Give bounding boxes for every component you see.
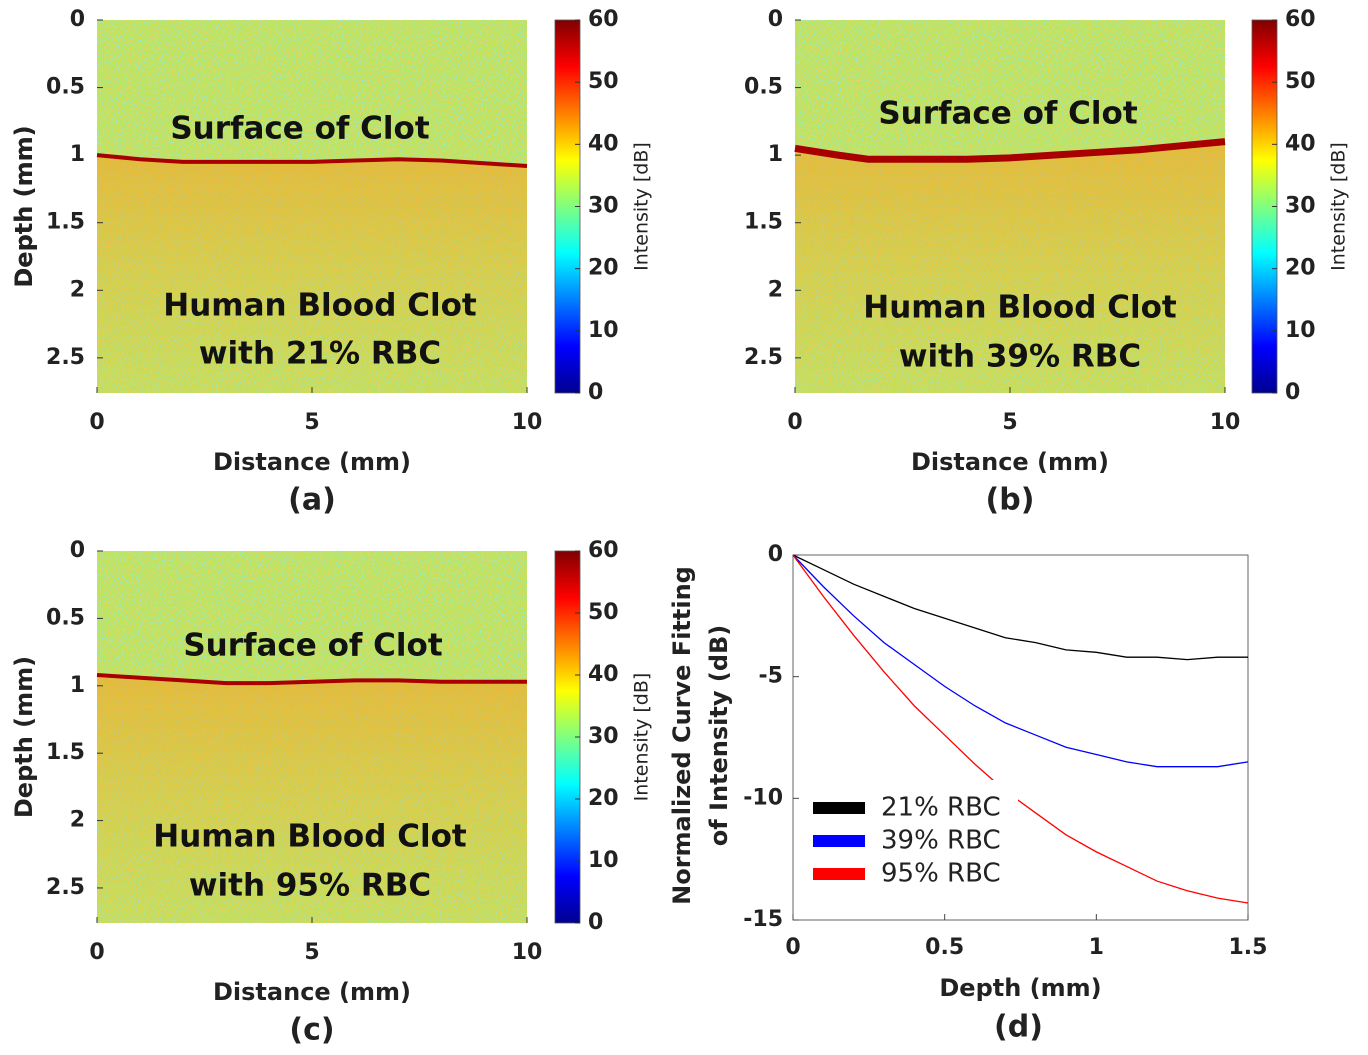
x-tick-label: 1.5 [1229, 935, 1268, 960]
x-tick-label: 0 [89, 410, 104, 435]
y-tick-label: 2.5 [46, 875, 85, 900]
x-tick-label: 5 [1002, 410, 1017, 435]
colorbar-tick-label: 60 [588, 7, 619, 32]
y-axis-label: Depth (mm) [10, 656, 38, 818]
clot-region [97, 155, 527, 393]
annotation: Human Blood Clot [153, 819, 467, 855]
colorbar-label: Intensity [dB] [631, 673, 653, 802]
plot-area [792, 554, 1249, 921]
colorbar-tick-label: 50 [1285, 69, 1316, 94]
y-tick-label: -15 [743, 907, 783, 932]
colorbar-tick-label: 0 [588, 380, 603, 405]
x-tick-label: 10 [1210, 410, 1241, 435]
annotation: with 39% RBC [899, 339, 1141, 375]
legend-label: 21% RBC [881, 793, 1001, 823]
x-tick-label: 0 [785, 935, 800, 960]
colorbar-tick-label: 60 [1285, 7, 1316, 32]
y-axis-label: Depth (mm) [10, 125, 38, 287]
y-tick-label: 0.5 [744, 75, 783, 100]
y-tick-label: 1 [768, 142, 783, 167]
colorbar-tick-label: 10 [1285, 318, 1316, 343]
panel-label: (b) [986, 483, 1035, 518]
x-tick-label: 1 [1089, 935, 1104, 960]
x-tick-label: 10 [512, 940, 543, 965]
colorbar-tick-label: 20 [588, 786, 619, 811]
panel-label: (a) [288, 483, 336, 518]
y-tick-label: 1.5 [46, 740, 85, 765]
surface-line [96, 673, 527, 686]
y-tick-label: -5 [759, 664, 783, 689]
annotation: Surface of Clot [183, 628, 443, 664]
clot-region [795, 141, 1225, 393]
x-tick-label: 5 [304, 410, 319, 435]
annotation: Human Blood Clot [863, 290, 1177, 326]
colorbar-tick-label: 30 [1285, 194, 1316, 219]
y-tick-label: 0.5 [46, 605, 85, 630]
clot-region [97, 675, 527, 923]
colorbar-tick-label: 10 [588, 848, 619, 873]
x-axis-label: Depth (mm) [939, 974, 1101, 1002]
panel-label: (d) [994, 1010, 1043, 1045]
line-series [792, 554, 1248, 661]
colorbar-tick-label: 50 [588, 600, 619, 625]
y-axis-label: Normalized Curve Fitting [668, 566, 696, 905]
colorbar-tick-label: 20 [588, 256, 619, 281]
legend-label: 95% RBC [881, 859, 1001, 889]
y-axis-label: Depth (mm) [10, 125, 38, 287]
colorbar-tick-label: 0 [588, 910, 603, 935]
y-tick-label: 0 [70, 7, 85, 32]
colorbar-tick-label: 30 [588, 194, 619, 219]
annotation: with 21% RBC [199, 336, 441, 372]
surface-line [96, 153, 528, 168]
colorbar-tick-label: 50 [588, 69, 619, 94]
line-series [792, 554, 1249, 904]
y-tick-label: 0 [768, 7, 783, 32]
colorbar-tick-label: 40 [1285, 131, 1316, 156]
y-tick-label: 1 [70, 142, 85, 167]
colorbar-tick-label: 60 [588, 538, 619, 563]
colorbar-tick-label: 30 [588, 724, 619, 749]
y-axis-label: of Intensity (dB) [705, 625, 733, 847]
y-tick-label: 2.5 [744, 345, 783, 370]
x-tick-label: 0.5 [925, 935, 964, 960]
annotation: Surface of Clot [170, 111, 430, 147]
colorbar-label: Intensity [dB] [631, 142, 653, 271]
x-axis-label: Distance (mm) [213, 978, 411, 1006]
colorbar-tick-label: 10 [588, 318, 619, 343]
y-tick-label: 1.5 [46, 210, 85, 235]
colorbar-tick-label: 20 [1285, 256, 1316, 281]
x-tick-label: 0 [89, 940, 104, 965]
y-tick-label: -10 [743, 785, 783, 810]
y-tick-label: 2 [70, 277, 85, 302]
y-tick-label: 2 [70, 808, 85, 833]
annotation: with 95% RBC [189, 868, 431, 904]
y-tick-label: 0.5 [46, 75, 85, 100]
annotation: Surface of Clot [878, 96, 1138, 132]
colorbar-label: Intensity [dB] [1328, 142, 1350, 271]
x-axis-label: Distance (mm) [911, 448, 1109, 476]
x-tick-label: 10 [512, 410, 543, 435]
colorbar-tick-label: 40 [588, 131, 619, 156]
y-tick-label: 2.5 [46, 345, 85, 370]
panel-label: (c) [289, 1013, 334, 1048]
x-axis-label: Distance (mm) [213, 448, 411, 476]
surface-line [794, 138, 1226, 163]
legend-label: 39% RBC [881, 826, 1001, 856]
line-series [792, 554, 1249, 768]
y-tick-label: 2 [768, 277, 783, 302]
y-tick-label: 1.5 [744, 210, 783, 235]
x-tick-label: 0 [787, 410, 802, 435]
colorbar-tick-label: 0 [1285, 380, 1300, 405]
y-tick-label: 0 [768, 542, 783, 567]
annotation: Human Blood Clot [163, 288, 477, 324]
x-tick-label: 5 [304, 940, 319, 965]
y-tick-label: 0 [70, 538, 85, 563]
y-tick-label: 1 [70, 673, 85, 698]
colorbar-tick-label: 40 [588, 662, 619, 687]
